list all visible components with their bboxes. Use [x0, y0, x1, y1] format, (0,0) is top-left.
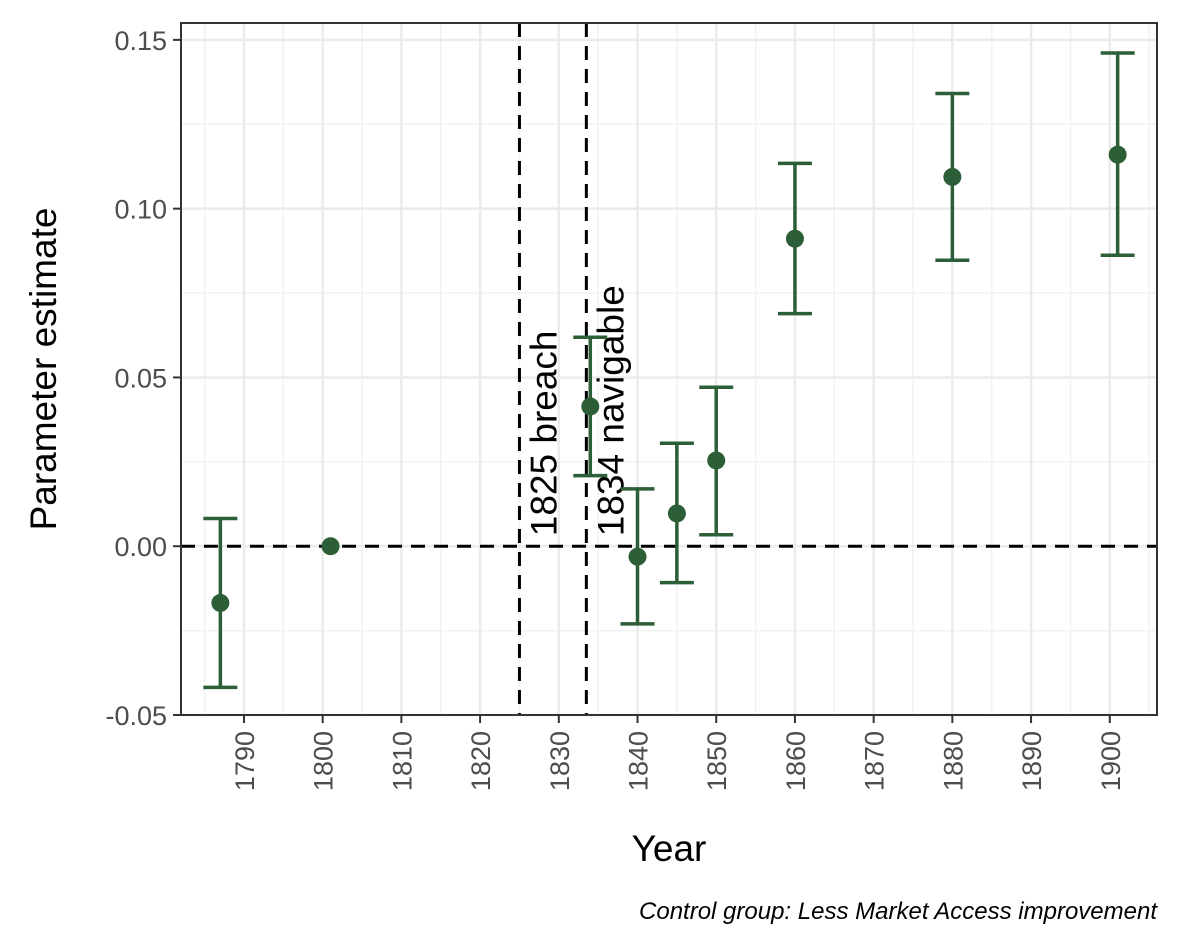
- data-point: [211, 593, 230, 612]
- y-tick-label: 0.15: [114, 26, 167, 56]
- x-tick-label: 1800: [309, 731, 339, 791]
- data-point: [1108, 145, 1127, 164]
- data-point: [628, 547, 647, 566]
- y-tick-label: -0.05: [105, 701, 167, 731]
- data-point: [667, 504, 686, 523]
- x-axis-title: Year: [632, 828, 707, 869]
- y-axis-title: Parameter estimate: [23, 208, 64, 531]
- reference-lines: 1825 breach 1834 navigable: [181, 23, 1157, 715]
- x-axis: 1790 1800 1810 1820 1830 1840 1850 1860 1870 1880…: [230, 715, 1126, 791]
- x-tick-label: 1860: [781, 731, 811, 791]
- vertical-line-label-1: 1825 breach: [523, 330, 564, 536]
- y-tick-label: 0.10: [114, 195, 167, 225]
- data-point: [581, 397, 600, 416]
- x-tick-label: 1880: [938, 731, 968, 791]
- x-tick-label: 1900: [1096, 731, 1126, 791]
- data-point: [707, 451, 726, 470]
- x-tick-label: 1890: [1017, 731, 1047, 791]
- y-axis: -0.05 0.00 0.05 0.10 0.15: [105, 26, 181, 731]
- chart-caption: Control group: Less Market Access improv…: [639, 898, 1158, 925]
- x-tick-label: 1810: [387, 731, 417, 791]
- y-tick-label: 0.00: [114, 532, 167, 562]
- x-tick-label: 1820: [466, 731, 496, 791]
- data-point: [943, 167, 962, 186]
- x-tick-label: 1850: [702, 731, 732, 791]
- data-point: [785, 229, 804, 248]
- data-point: [321, 537, 340, 556]
- data-series: [203, 51, 1135, 690]
- x-tick-label: 1790: [230, 731, 260, 791]
- x-tick-label: 1830: [545, 731, 575, 791]
- panel-border: [180, 22, 1158, 716]
- y-tick-label: 0.05: [114, 363, 167, 393]
- x-tick-label: 1840: [624, 731, 654, 791]
- x-tick-label: 1870: [860, 731, 890, 791]
- plot-panel: [181, 23, 1157, 715]
